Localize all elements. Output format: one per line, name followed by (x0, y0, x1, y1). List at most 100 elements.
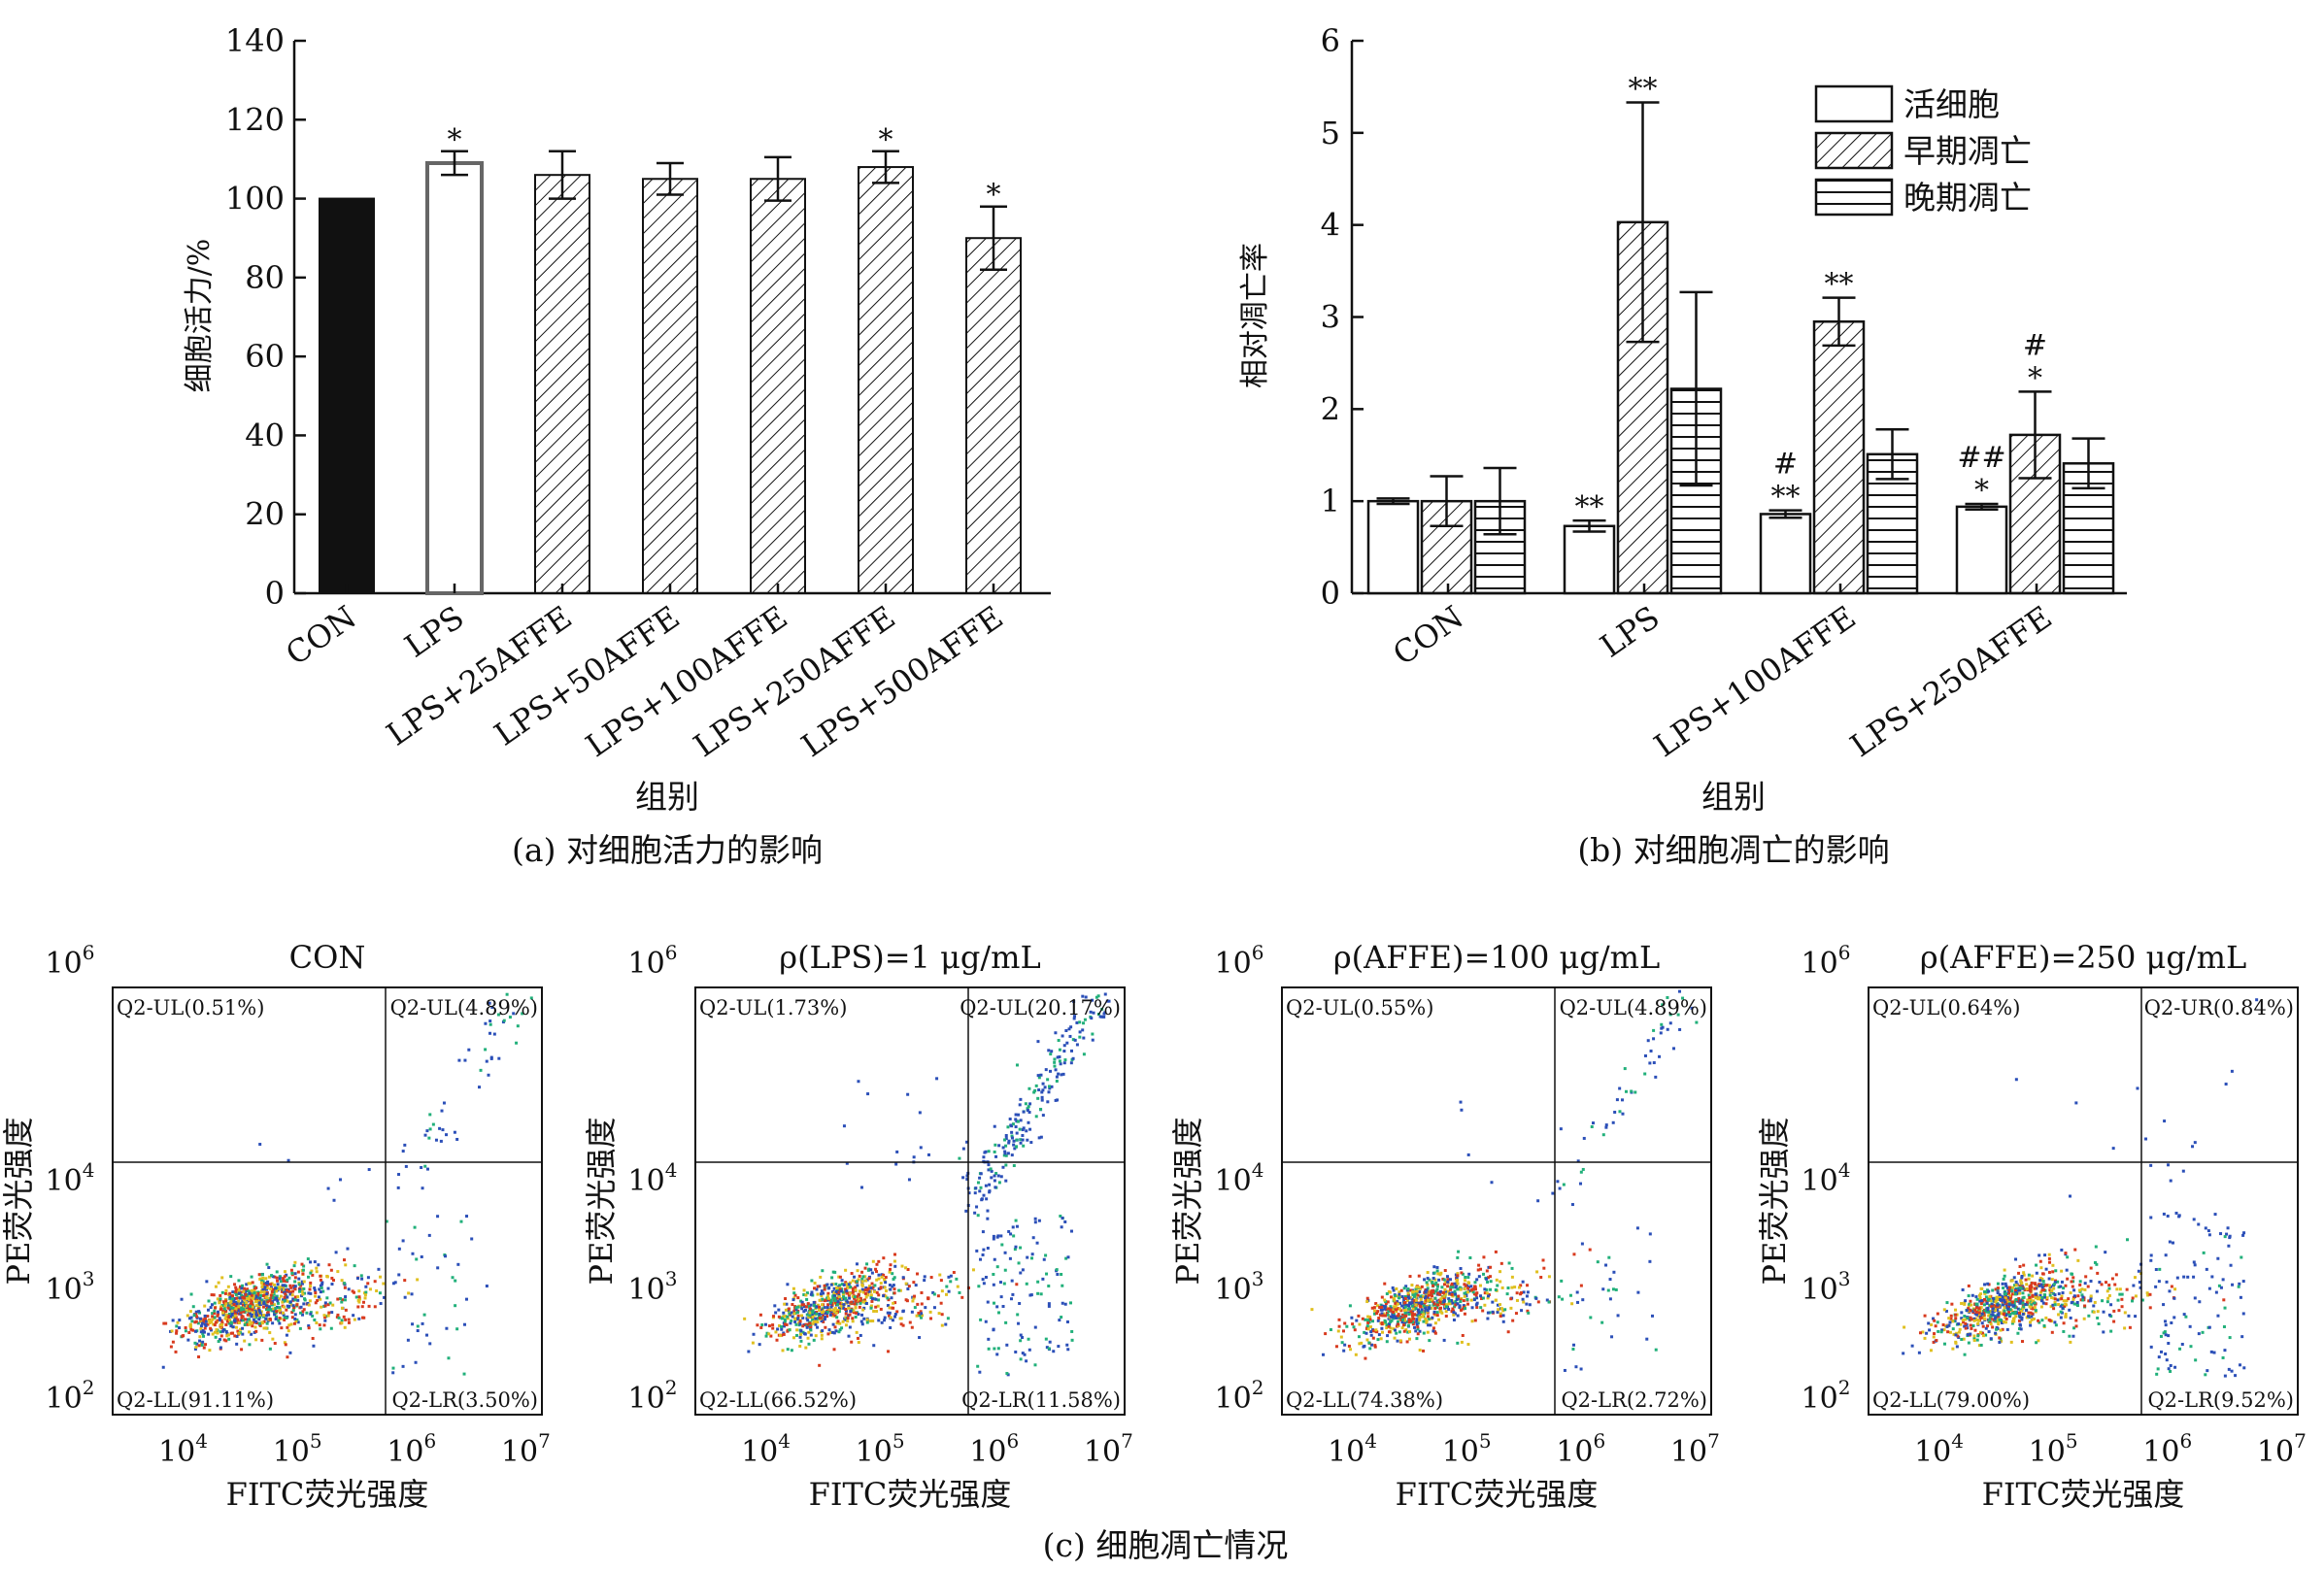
flow-point-ll (239, 1296, 243, 1300)
flow-point-ll (220, 1276, 224, 1280)
flow-point-ll (1385, 1326, 1389, 1330)
flow-point-ll (2021, 1299, 2025, 1303)
flow-point-ll (846, 1300, 850, 1304)
flow-point-ll (1453, 1289, 1457, 1293)
flow-point-ll (361, 1300, 365, 1304)
flow-point-ll (1475, 1301, 1479, 1305)
flow-point-ll (767, 1324, 771, 1328)
flow-point-ll (1361, 1317, 1364, 1320)
flow-point-ll (300, 1289, 304, 1293)
flow-point-ll (1397, 1324, 1400, 1328)
flow-point-ll (293, 1285, 297, 1288)
flow-point-ll (1485, 1291, 1489, 1295)
flow-point-ur (988, 1183, 992, 1186)
flow-point-ll (829, 1283, 833, 1286)
flow-point-ll (319, 1290, 322, 1294)
flow-point-ll (291, 1289, 295, 1293)
flow-point-ll (270, 1301, 274, 1305)
flow-point-ll (1972, 1317, 1976, 1320)
flow-point-ll (884, 1281, 888, 1285)
flow-point-ll (377, 1267, 381, 1271)
flow-point-ll (1451, 1294, 1455, 1298)
flow-point-ll (319, 1278, 322, 1282)
flow-scatter-points (161, 992, 533, 1376)
flow-point-ll (2014, 1257, 2018, 1261)
flow-point-ll (213, 1316, 217, 1319)
flow-point-ll (840, 1326, 844, 1330)
flow-point-ll (243, 1322, 247, 1326)
flow-point-ll (784, 1315, 788, 1319)
flow-point-ll (2053, 1301, 2057, 1305)
flow-point-ur (1016, 1119, 1020, 1123)
flow-point-lr (1654, 1348, 1658, 1352)
flow-point-ll (1418, 1348, 1422, 1352)
flow-point-ll (283, 1290, 286, 1294)
flow-point-ll (1903, 1325, 1906, 1329)
flow-point-ll (259, 1281, 263, 1285)
flow-point-ll (862, 1306, 866, 1310)
flow-point-ll (1513, 1286, 1517, 1289)
flow-point-ll (2076, 1258, 2080, 1262)
flow-point-ll (1987, 1289, 1991, 1293)
flow-point-ll (1438, 1310, 1442, 1314)
flow-point-lr (2168, 1289, 2172, 1293)
flow-point-ll (213, 1301, 217, 1305)
flow-point-ll (1942, 1328, 1946, 1332)
flow-point-ll (2062, 1299, 2066, 1303)
flow-point-ll (2149, 1258, 2153, 1262)
flow-point-ur (1678, 1027, 1682, 1031)
flow-point-ll (1496, 1303, 1499, 1307)
flow-point-lr (1023, 1353, 1027, 1356)
flow-point-ll (827, 1328, 831, 1332)
flow-point-lr (436, 1215, 440, 1219)
flow-point-ll (1471, 1287, 1475, 1291)
flow-point-ll (808, 1321, 812, 1325)
flow-point-ll (867, 1289, 871, 1293)
flow-point-ll (258, 1278, 262, 1282)
flow-point-ur (1037, 1088, 1041, 1092)
chart-b-significance-mark: * (2028, 361, 2042, 395)
flow-point-ll (1949, 1314, 1953, 1318)
flow-point-ur (1096, 994, 1100, 998)
flow-point-ll (893, 1315, 897, 1319)
flow-point-ll (815, 1305, 819, 1309)
flow-point-lr (2172, 1316, 2176, 1319)
chart-a-y-tick-label: 20 (245, 496, 285, 533)
flow-point-ll (2029, 1323, 2033, 1327)
flow-point-ll (362, 1316, 366, 1319)
flow-point-ur (997, 1181, 1001, 1185)
flow-point-ur (1676, 1013, 1680, 1017)
flow-point-ll (2004, 1282, 2007, 1286)
flow-point-ll (1404, 1314, 1408, 1318)
flow-point-ur (1646, 1039, 1650, 1043)
flow-point-ll (1398, 1339, 1402, 1343)
flow-point-ll (1998, 1318, 2002, 1321)
flow-point-ur (1652, 1037, 1656, 1041)
flow-point-ll (254, 1299, 258, 1303)
flow-point-ll (2083, 1287, 2087, 1291)
flow-point-ll (222, 1300, 226, 1304)
flow-point-ll (1494, 1288, 1498, 1292)
flow-point-ll (331, 1279, 335, 1283)
flow-point-ll (1456, 1341, 1460, 1345)
flow-point-ll (816, 1325, 820, 1329)
flow-point-ll (194, 1310, 198, 1314)
flow-point-ll (357, 1317, 361, 1320)
flow-point-lr (1589, 1316, 1593, 1319)
flow-point-ll (194, 1345, 198, 1349)
flow-point-ll (198, 1335, 202, 1339)
flow-point-ll (886, 1311, 890, 1315)
flow-point-ll (2172, 1296, 2176, 1300)
flow-point-ll (1486, 1311, 1490, 1315)
flow-point-ll (859, 1300, 862, 1304)
flow-point-ll (282, 1288, 286, 1292)
flow-point-ll (251, 1324, 254, 1328)
flow-point-ur (1010, 1136, 1014, 1140)
flow-point-ll (364, 1285, 368, 1288)
flow-point-ll (292, 1264, 296, 1268)
flow-point-ll (2123, 1311, 2127, 1315)
flow-point-ll (260, 1285, 264, 1288)
flow-point-ll (1472, 1298, 1476, 1302)
flow-point-ll (863, 1288, 867, 1292)
flow-point-lr (397, 1273, 401, 1277)
